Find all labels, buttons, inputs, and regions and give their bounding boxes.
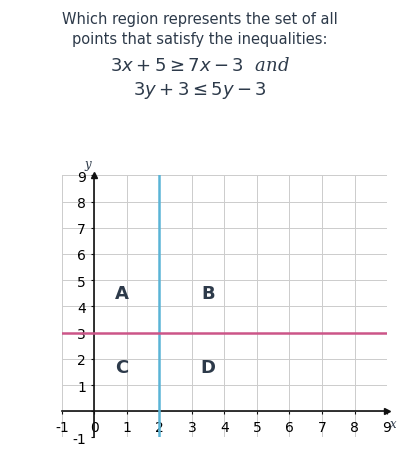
Text: x: x: [390, 417, 397, 430]
Text: B: B: [201, 285, 215, 303]
Text: Which region represents the set of all: Which region represents the set of all: [61, 12, 338, 26]
Text: C: C: [115, 358, 128, 376]
Text: $3x + 5 \geq 7x - 3$  and: $3x + 5 \geq 7x - 3$ and: [109, 56, 290, 75]
Text: D: D: [201, 358, 216, 376]
Text: points that satisfy the inequalities:: points that satisfy the inequalities:: [72, 32, 327, 47]
Text: A: A: [115, 285, 129, 303]
Text: y: y: [85, 158, 91, 171]
Text: $3y + 3 \leq 5y - 3$: $3y + 3 \leq 5y - 3$: [132, 80, 267, 100]
